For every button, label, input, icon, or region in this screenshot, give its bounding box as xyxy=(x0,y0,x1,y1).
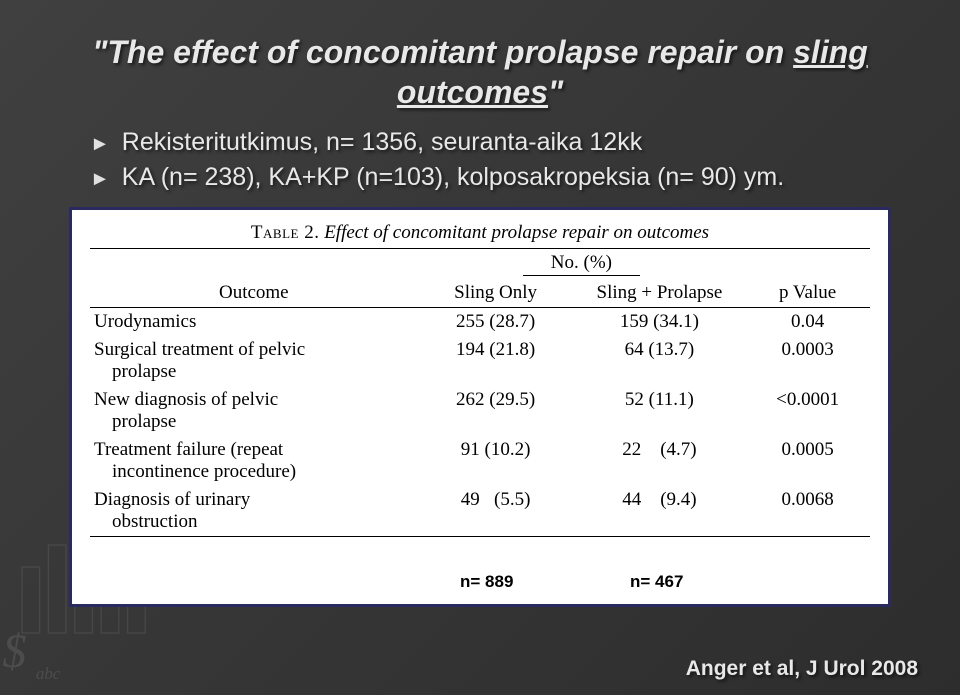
svg-text:$: $ xyxy=(2,625,26,678)
citation: Anger et al, J Urol 2008 xyxy=(686,657,918,681)
title-underline-1: sling xyxy=(793,34,868,70)
table-cell-outcome: Diagnosis of urinaryobstruction xyxy=(90,486,418,537)
table-cell-b: 52 (11.1) xyxy=(574,386,746,436)
table-cell-p: 0.0003 xyxy=(745,336,870,386)
table-cell-a: 49 (5.5) xyxy=(418,486,574,537)
bullet-text: KA (n= 238), KA+KP (n=103), kolposakrope… xyxy=(122,161,784,194)
table-cell-p: 0.0068 xyxy=(745,486,870,537)
bullet-item: ► Rekisteritutkimus, n= 1356, seuranta-a… xyxy=(90,126,918,159)
table-rule-bottom xyxy=(90,537,870,538)
table-header-outcome: Outcome xyxy=(90,279,418,308)
table-cell-outcome: Surgical treatment of pelvicprolapse xyxy=(90,336,418,386)
table-caption-label: Table 2. xyxy=(251,222,320,243)
table-header-a: Sling Only xyxy=(418,279,574,308)
table-row: Treatment failure (repeatincontinence pr… xyxy=(90,436,870,486)
bullet-marker-icon: ► xyxy=(90,166,110,192)
svg-text:abc: abc xyxy=(36,664,61,683)
table-cell-b: 64 (13.7) xyxy=(574,336,746,386)
slide-title: "The effect of concomitant prolapse repa… xyxy=(42,32,918,112)
table-header-p: p Value xyxy=(745,279,870,308)
bullet-text: Rekisteritutkimus, n= 1356, seuranta-aik… xyxy=(122,126,642,159)
table-row: Urodynamics255 (28.7)159 (34.1)0.04 xyxy=(90,308,870,336)
table-cell-b: 22 (4.7) xyxy=(574,436,746,486)
table-row: Surgical treatment of pelvicprolapse194 … xyxy=(90,336,870,386)
title-prefix: "The effect of concomitant prolapse repa… xyxy=(92,34,793,70)
table-cell-b: 44 (9.4) xyxy=(574,486,746,537)
table-cell-outcome: Treatment failure (repeatincontinence pr… xyxy=(90,436,418,486)
data-table: No. (%) Outcome Sling Only Sling + Prola… xyxy=(90,248,870,537)
decorative-graphic-2: $ abc xyxy=(0,615,120,695)
title-suffix: " xyxy=(548,74,563,110)
n-annotation-a: n= 889 xyxy=(460,572,513,592)
bullet-list: ► Rekisteritutkimus, n= 1356, seuranta-a… xyxy=(90,126,918,193)
table-header-row: Outcome Sling Only Sling + Prolapse p Va… xyxy=(90,279,870,308)
bullet-item: ► KA (n= 238), KA+KP (n=103), kolposakro… xyxy=(90,161,918,194)
table-row: New diagnosis of pelvicprolapse262 (29.5… xyxy=(90,386,870,436)
table-row: Diagnosis of urinaryobstruction49 (5.5)4… xyxy=(90,486,870,537)
table-cell-b: 159 (34.1) xyxy=(574,308,746,336)
table-cell-a: 91 (10.2) xyxy=(418,436,574,486)
table-header-b: Sling + Prolapse xyxy=(574,279,746,308)
title-underline-2: outcomes xyxy=(397,74,548,110)
n-annotation-b: n= 467 xyxy=(630,572,683,592)
bullet-marker-icon: ► xyxy=(90,131,110,157)
table-cell-outcome: Urodynamics xyxy=(90,308,418,336)
table-body: Urodynamics255 (28.7)159 (34.1)0.04Surgi… xyxy=(90,308,870,537)
table-super-header: No. (%) xyxy=(523,252,640,276)
table-cell-a: 255 (28.7) xyxy=(418,308,574,336)
table-cell-p: 0.0005 xyxy=(745,436,870,486)
table-cell-a: 194 (21.8) xyxy=(418,336,574,386)
slide: $ abc "The effect of concomitant prolaps… xyxy=(0,0,960,695)
table-cell-p: <0.0001 xyxy=(745,386,870,436)
table-frame: Table 2. Effect of concomitant prolapse … xyxy=(69,207,891,607)
table-caption-title: Effect of concomitant prolapse repair on… xyxy=(324,222,709,243)
table-cell-a: 262 (29.5) xyxy=(418,386,574,436)
table-caption: Table 2. Effect of concomitant prolapse … xyxy=(90,222,870,244)
table-super-header-row: No. (%) xyxy=(90,249,870,279)
table-cell-outcome: New diagnosis of pelvicprolapse xyxy=(90,386,418,436)
table-cell-p: 0.04 xyxy=(745,308,870,336)
